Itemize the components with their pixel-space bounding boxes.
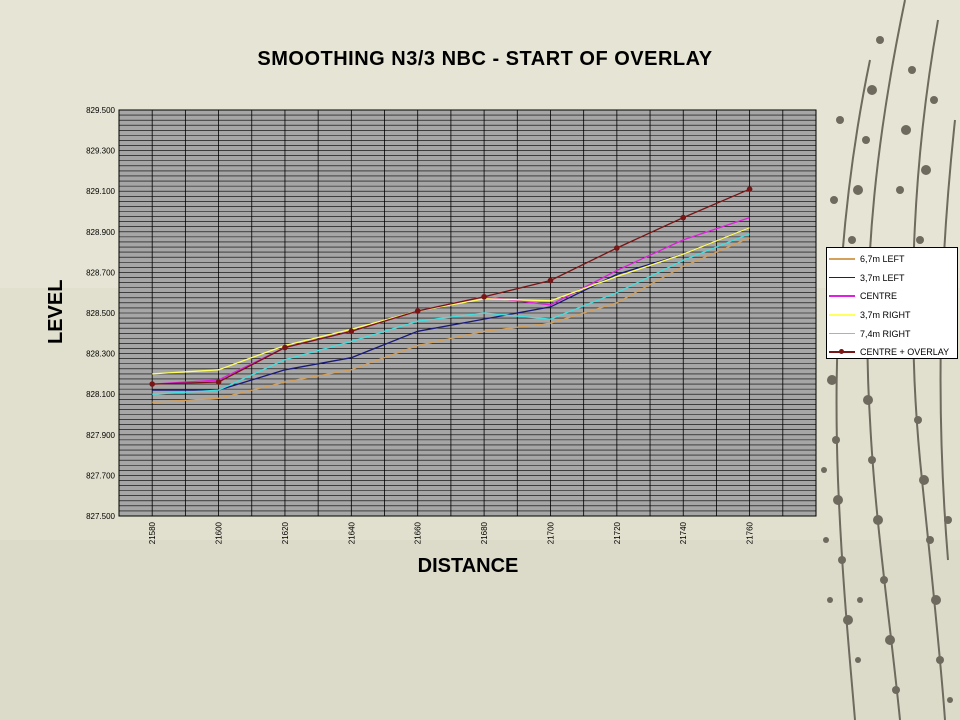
legend-label: CENTRE [860,291,898,302]
series-5 [149,186,753,387]
legend-item: 3,7m RIGHT [829,306,957,325]
y-tick-label: 828.100 [86,390,115,399]
legend-item: CENTRE [829,287,957,306]
series-layer [149,186,753,403]
data-point [481,293,487,300]
series-line [152,188,750,385]
y-tick-label: 829.300 [86,147,115,156]
legend-item: CENTRE + OVERLAY [829,343,957,362]
series-0 [152,237,750,403]
chart-legend: 6,7m LEFT 3,7m LEFT CENTRE 3,7m RIGHT 7,4m R… [826,247,958,359]
legend-swatch [829,254,855,264]
series-line [152,233,750,395]
gridlines [118,109,817,517]
legend-swatch [829,273,855,283]
series-line [152,237,750,403]
series-3 [152,227,750,375]
x-tick-label: 21620 [281,521,290,544]
series-line [152,227,750,391]
y-tick-label: 828.300 [86,350,115,359]
x-tick-label: 21760 [746,521,755,544]
x-tick-label: 21660 [414,521,423,544]
x-tick-label: 21600 [215,521,224,544]
legend-item: 6,7m LEFT [829,250,957,269]
legend-label: 3,7m LEFT [860,272,905,283]
data-point [547,277,554,284]
data-point [680,214,687,221]
series-4 [152,233,750,395]
legend-swatch [829,329,855,339]
x-tick-label: 21700 [546,521,555,544]
x-tick-label: 21680 [480,521,489,544]
legend-label: 7,4m RIGHT [860,328,911,339]
data-point [348,328,355,335]
x-tick-label: 21720 [613,521,622,544]
data-point [149,381,155,387]
y-tick-label: 827.900 [86,431,115,440]
data-point [414,308,421,314]
y-tick-label: 828.900 [86,228,115,237]
y-tick-label: 827.700 [86,471,115,480]
series-1 [152,227,750,391]
chart-title: SMOOTHING N3/3 NBC - START OF OVERLAY [257,48,713,70]
data-point [614,245,620,251]
legend-swatch [829,310,855,320]
legend-item: 3,7m LEFT [829,269,957,288]
y-axis-ticks: 827.500 827.700 827.900 828.100 828.300 828.5… [86,106,115,521]
x-axis-title: DISTANCE [417,555,519,577]
data-point [746,186,753,192]
legend-label: CENTRE + OVERLAY [860,347,950,358]
x-axis-ticks: 21580 21600 21620 21640 21660 21680 21700 21720… [148,521,754,544]
data-point [215,379,222,385]
y-tick-label: 827.500 [86,512,115,521]
series-line [152,227,750,375]
y-tick-label: 829.500 [86,106,115,115]
x-tick-label: 21740 [679,521,688,544]
y-tick-label: 828.500 [86,309,115,318]
y-tick-label: 828.700 [86,268,115,277]
x-tick-label: 21640 [347,521,356,544]
data-point [282,344,288,351]
legend-swatch [829,347,855,357]
y-tick-label: 829.100 [86,187,115,196]
legend-label: 6,7m LEFT [860,254,905,265]
x-tick-label: 21580 [148,521,157,544]
legend-item: 7,4m RIGHT [829,324,957,343]
legend-label: 3,7m RIGHT [860,310,911,321]
legend-swatch [829,291,855,301]
